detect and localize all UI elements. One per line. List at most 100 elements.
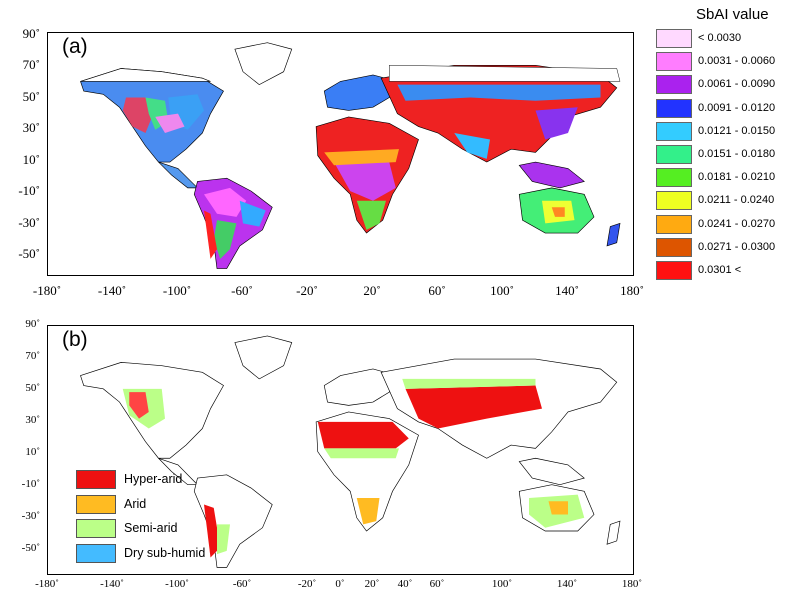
legend-label: 0.0241 - 0.0270 xyxy=(698,217,776,230)
australia-core xyxy=(551,207,565,217)
panel-b-x-tick: 40˚ xyxy=(397,578,413,590)
sahara-hyperarid xyxy=(317,421,409,449)
panel-b-x-tick: 180˚ xyxy=(621,578,643,590)
central-america xyxy=(158,161,199,189)
panel-a-x-tick: 140˚ xyxy=(555,283,579,298)
europe-b xyxy=(323,368,398,406)
class-label: Dry sub-humid xyxy=(124,545,206,560)
panel-a-x-tick: -20˚ xyxy=(296,283,318,298)
class-label: Arid xyxy=(124,496,147,511)
sbai-legend-item: 0.0091 - 0.0120 xyxy=(656,98,786,119)
panel-b-y-tick: -50˚ xyxy=(21,542,40,554)
panel-b-x-tick: 140˚ xyxy=(556,578,578,590)
class-label: Semi-arid xyxy=(124,521,178,535)
sbai-legend-item: 0.0031 - 0.0060 xyxy=(656,52,786,72)
world-map-a xyxy=(80,42,621,269)
legend-label: 0.0181 - 0.0210 xyxy=(698,171,776,184)
class-swatch xyxy=(76,470,116,489)
panel-a-y-tick: -10˚ xyxy=(18,183,40,199)
panel-a-y-tick: 70˚ xyxy=(22,57,40,73)
legend-swatch xyxy=(656,98,692,118)
sbai-legend-title: SbAI value xyxy=(696,6,769,23)
panel-b-y-tick: 90˚ xyxy=(25,318,40,330)
sbai-legend-item: 0.0241 - 0.0270 xyxy=(656,214,786,235)
legend-swatch xyxy=(656,168,692,188)
legend-swatch xyxy=(656,261,692,280)
legend-label: 0.0211 - 0.0240 xyxy=(698,194,775,207)
sbai-legend-item: < 0.0030 xyxy=(656,29,786,49)
south-africa-arid xyxy=(356,497,380,525)
sahel-semiarid xyxy=(324,448,399,459)
asia-siberia xyxy=(389,65,621,82)
legend-label: 0.0121 - 0.0150 xyxy=(698,124,776,137)
europe xyxy=(323,74,398,111)
legend-label: < 0.0030 xyxy=(698,32,742,44)
class-swatch xyxy=(76,519,116,538)
asia-south xyxy=(454,133,490,159)
sbai-legend-item: 0.0121 - 0.0150 xyxy=(656,121,786,142)
sa-south xyxy=(213,220,237,259)
panel-b-x-tick: -100˚ xyxy=(165,578,189,590)
panel-a-x-tick: -100˚ xyxy=(162,283,192,298)
legend-label: 0.0031 - 0.0060 xyxy=(698,55,776,68)
panel-b-x-tick: -60˚ xyxy=(232,578,252,590)
world-map-b xyxy=(80,335,621,568)
greenland xyxy=(234,42,293,86)
legend-swatch xyxy=(656,145,692,164)
panel-a-y-tick: -30˚ xyxy=(18,214,40,230)
panel-b-y-tick: -30˚ xyxy=(21,510,40,522)
panel-a-x-tick: 60˚ xyxy=(428,283,446,298)
new-zealand-b xyxy=(606,520,621,545)
panel-b-y-tick: -10˚ xyxy=(21,478,40,490)
se-asia-b xyxy=(518,457,585,486)
panel-a-x-tick: -140˚ xyxy=(97,283,127,298)
class-swatch xyxy=(76,543,116,563)
map-panel-b: (b) xyxy=(47,325,634,575)
panel-a-x-tick: 100˚ xyxy=(490,283,514,298)
panel-a-x-tick: -60˚ xyxy=(231,283,253,298)
na-north xyxy=(80,68,211,82)
panel-b-y-tick: 10˚ xyxy=(25,446,40,458)
panel-b-x-tick: -20˚ xyxy=(297,578,317,590)
sa-andes xyxy=(204,210,217,259)
sbai-legend-item: 0.0151 - 0.0180 xyxy=(656,145,786,165)
legend-label: 0.0061 - 0.0090 xyxy=(698,78,776,91)
panel-b-x-tick: 0˚ xyxy=(335,578,345,590)
sbai-legend-item: 0.0271 - 0.0300 xyxy=(656,237,786,258)
panel-b-x-tick: 100˚ xyxy=(491,578,513,590)
south-america-b xyxy=(193,474,273,568)
panel-b-x-tick: -140˚ xyxy=(100,578,124,590)
asia-semiarid xyxy=(402,378,536,389)
asia-east xyxy=(535,107,578,140)
asia-north xyxy=(397,84,601,101)
panel-b-x-tick: 20˚ xyxy=(364,578,380,590)
sa-andes-arid xyxy=(204,504,221,558)
panel-b-x-tick: -180˚ xyxy=(35,578,59,590)
sbai-legend-item: 0.0211 - 0.0240 xyxy=(656,191,786,211)
panel-b-label: (b) xyxy=(62,328,88,351)
na-arid xyxy=(129,392,149,419)
legend-swatch xyxy=(656,214,692,234)
legend-label: 0.0151 - 0.0180 xyxy=(698,148,776,160)
greenland-b xyxy=(234,335,293,380)
panel-b-x-tick: 60˚ xyxy=(429,578,445,590)
legend-swatch xyxy=(656,75,692,95)
sbai-legend-item: 0.0061 - 0.0090 xyxy=(656,75,786,95)
legend-swatch xyxy=(656,29,692,48)
legend-swatch xyxy=(656,52,692,72)
legend-swatch xyxy=(656,237,692,257)
new-zealand xyxy=(606,222,621,247)
na-pink xyxy=(155,113,185,134)
class-label: Hyper-arid xyxy=(124,472,183,486)
se-asia xyxy=(518,161,585,189)
sa-pink xyxy=(204,187,247,217)
map-panel-a: (a) xyxy=(47,32,634,276)
panel-a-y-tick: 90˚ xyxy=(22,26,40,41)
panel-a-y-tick: 30˚ xyxy=(22,120,40,136)
legend-swatch xyxy=(656,191,692,211)
panel-a-x-tick: 180˚ xyxy=(620,283,644,298)
africa-central xyxy=(334,162,396,201)
panel-a-label: (a) xyxy=(62,35,88,58)
panel-a-y-tick: 50˚ xyxy=(22,88,40,104)
panel-b-y-tick: 70˚ xyxy=(25,350,40,362)
